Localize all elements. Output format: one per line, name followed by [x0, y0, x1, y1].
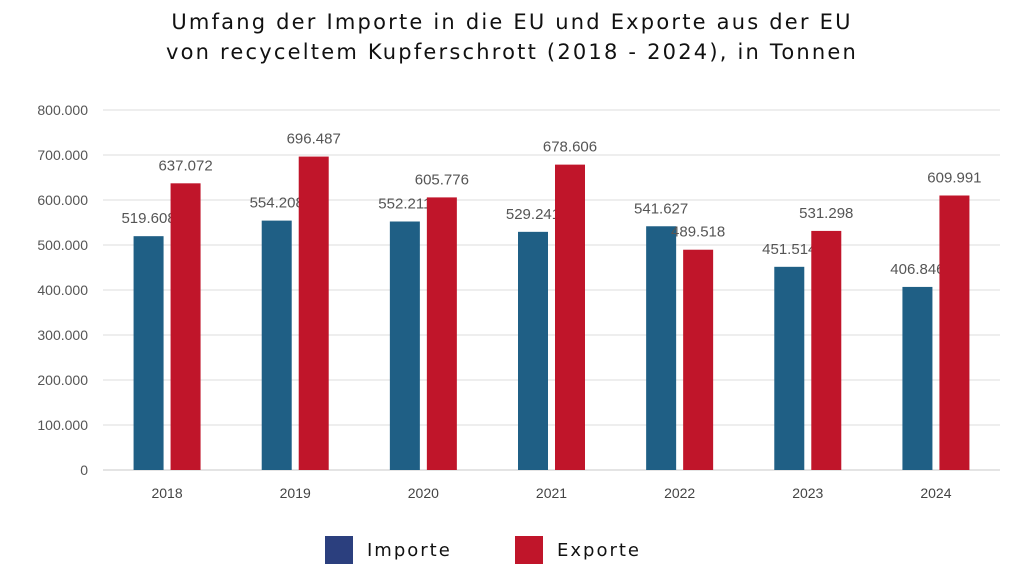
- legend-swatch-exporte: [515, 536, 543, 564]
- bar-exporte: [170, 183, 201, 470]
- bar-importe: [133, 236, 164, 470]
- data-label-importe: 552.211: [378, 196, 431, 213]
- chart-title-line-2: von recyceltem Kupferschrott (2018 - 202…: [165, 40, 859, 64]
- x-tick-label: 2023: [792, 485, 823, 501]
- x-tick-label: 2019: [280, 485, 311, 501]
- data-label-importe: 541.627: [634, 200, 688, 217]
- data-label-exporte: 531.298: [799, 205, 853, 222]
- legend-item-exporte: Exporte: [515, 536, 641, 564]
- y-tick-label: 700.000: [37, 147, 88, 163]
- chart-title-line-1: Umfang der Importe in die EU und Exporte…: [171, 10, 853, 34]
- bar-exporte: [426, 197, 457, 470]
- x-tick-label: 2021: [536, 485, 567, 501]
- y-tick-label: 100.000: [37, 417, 88, 433]
- y-tick-label: 300.000: [37, 327, 88, 343]
- bar-importe: [518, 231, 548, 470]
- data-label-exporte: 605.776: [415, 171, 469, 188]
- x-tick-label: 2022: [664, 485, 695, 501]
- legend-label-exporte: Exporte: [557, 539, 641, 561]
- data-label-importe: 519.608: [121, 210, 175, 227]
- x-tick-label: 2020: [408, 485, 439, 501]
- data-label-importe: 554.208: [250, 195, 304, 212]
- x-tick-label: 2018: [151, 485, 182, 501]
- data-label-importe: 529.241: [506, 206, 560, 223]
- y-tick-label: 600.000: [37, 192, 88, 208]
- data-label-exporte: 609.991: [927, 170, 981, 187]
- legend-label-importe: Importe: [367, 539, 452, 561]
- data-label-exporte: 489.518: [671, 224, 725, 241]
- bar-importe: [902, 286, 933, 470]
- bar-importe: [261, 220, 292, 470]
- y-tick-label: 0: [80, 462, 88, 478]
- bar-importe: [389, 221, 420, 470]
- bar-exporte: [683, 249, 714, 470]
- y-tick-label: 200.000: [37, 372, 88, 388]
- data-label-importe: 406.846: [890, 261, 944, 278]
- data-label-exporte: 696.487: [287, 131, 341, 148]
- y-tick-label: 800.000: [37, 102, 88, 118]
- bar-importe: [646, 226, 677, 470]
- data-label-exporte: 637.072: [158, 157, 212, 174]
- bar-exporte: [939, 195, 970, 471]
- bar-importe: [774, 266, 805, 470]
- data-label-exporte: 678.606: [543, 139, 597, 156]
- legend-item-importe: Importe: [325, 536, 452, 564]
- data-label-importe: 451.514: [762, 241, 816, 258]
- bar-exporte: [811, 230, 842, 470]
- bar-exporte: [555, 164, 585, 470]
- legend-swatch-importe: [325, 536, 353, 564]
- y-tick-label: 400.000: [37, 282, 88, 298]
- x-tick-label: 2024: [920, 485, 951, 501]
- y-tick-label: 500.000: [37, 237, 88, 253]
- bar-exporte: [298, 156, 329, 470]
